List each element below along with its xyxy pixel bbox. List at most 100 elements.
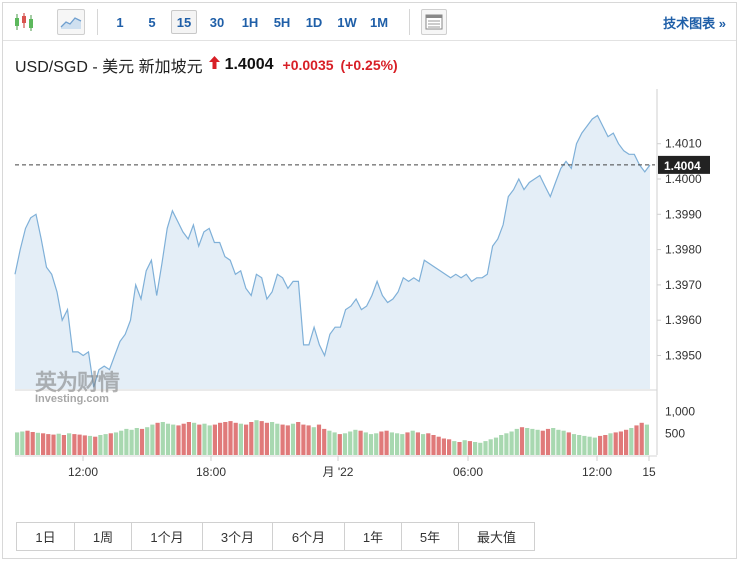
volume-bar [592,437,597,455]
y-tick-label: 1.3970 [665,278,702,292]
interval-button[interactable]: 15 [171,10,197,34]
interval-button[interactable]: 1H [241,14,259,30]
volume-bar [348,431,353,455]
volume-bar [192,422,197,455]
range-button[interactable]: 6个月 [273,523,345,550]
x-tick-label: 18:00 [196,465,226,479]
volume-bar [212,424,217,455]
volume-bar [644,424,649,455]
volume-bar [577,435,582,455]
volume-bar [473,442,478,455]
volume-bar [483,441,488,455]
interval-button[interactable]: 5H [273,14,291,30]
interval-button[interactable]: 1D [305,14,323,30]
area-chart-icon[interactable] [57,9,85,35]
volume-bar [67,433,72,455]
y-tick-label: 1.4000 [665,172,702,186]
volume-bar [171,424,176,455]
volume-bar [337,434,342,455]
watermark-logo: 英为财情 Investing.com [35,365,120,405]
volume-bar [316,424,322,455]
volume-bar [113,432,119,455]
volume-bar [457,442,462,455]
volume-bar [358,430,363,455]
volume-bar [535,429,540,455]
interval-button[interactable]: 1W [337,14,357,30]
interval-button[interactable]: 30 [209,14,225,30]
quote-header: USD/SGD - 美元 新加坡元 1.4004 +0.0035 (+0.25%… [15,53,398,77]
price-area [15,115,650,389]
volume-bar [93,436,98,455]
volume-bar [368,434,374,455]
volume-bar [15,432,20,455]
volume-bar [639,422,644,455]
volume-bar [493,437,499,455]
volume-bar [296,422,301,455]
volume-bar [61,435,66,455]
volume-bar [20,431,25,455]
volume-bar [509,431,514,455]
symbol-name: USD/SGD - 美元 新加坡元 [15,59,203,76]
toolbar-divider [97,9,98,35]
technical-chart-link[interactable]: 技术图表 » [663,16,726,31]
volume-bar [431,435,436,455]
time-range-selector: 1日 1周 1个月 3个月 6个月 1年 5年 最大值 [16,522,535,551]
volume-bar [233,422,238,455]
interval-button[interactable]: 1M [369,14,389,30]
price-change: +0.0035 [282,57,334,73]
range-button[interactable]: 3个月 [203,523,273,550]
volume-bar [108,433,113,455]
x-tick-label: 12:00 [582,465,612,479]
last-price: 1.4004 [224,56,274,73]
price-chart: 1.4010 1.4000 1.3990 1.3980 1.3970 1.3960 1.39… [14,89,710,479]
volume-bar [525,428,530,455]
table-view-icon[interactable] [421,9,447,35]
volume-bar [259,421,264,455]
volume-bar [587,436,592,455]
volume-bar [301,424,306,455]
volume-bar [389,432,394,455]
volume-bar [400,434,405,455]
volume-bar [384,430,389,455]
volume-bar [363,432,368,455]
volume-bar [264,422,269,455]
volume-bar [124,428,129,455]
volume-bar [82,435,87,455]
volume-bar [238,423,243,455]
volume-bar [545,428,551,455]
volume-bar [624,429,629,455]
y-tick-label: 1.3960 [665,313,702,327]
volume-bar [207,425,212,455]
volume-bar [150,424,155,455]
volume-bar [514,428,519,455]
range-button[interactable]: 1个月 [132,523,203,550]
range-button[interactable]: 1日 [17,523,75,550]
volume-bar [119,430,124,455]
volume-bar [551,428,556,455]
volume-bar [488,439,493,455]
y-tick-label: 1.3980 [665,243,702,257]
volume-bar [176,425,181,455]
interval-button[interactable]: 1 [116,14,124,30]
interval-button[interactable]: 5 [148,14,156,30]
volume-bar [415,432,420,455]
range-button[interactable]: 5年 [402,523,459,550]
volume-bar [223,422,228,455]
volume-bar [139,428,145,455]
range-button[interactable]: 1年 [345,523,402,550]
volume-bar [519,427,525,455]
toolbar-divider [409,9,410,35]
range-button[interactable]: 最大值 [459,523,534,550]
watermark-en: Investing.com [35,393,109,405]
volume-bar [145,427,150,455]
volume-bar [426,433,431,455]
volume-bar [249,422,254,455]
volume-bar [634,425,639,455]
volume-bar [332,432,337,455]
range-button[interactable]: 1周 [75,523,132,550]
volume-bar [379,431,384,455]
volume-bar [30,432,35,455]
volume-bar [98,435,103,455]
candlestick-chart-icon[interactable] [12,9,36,35]
